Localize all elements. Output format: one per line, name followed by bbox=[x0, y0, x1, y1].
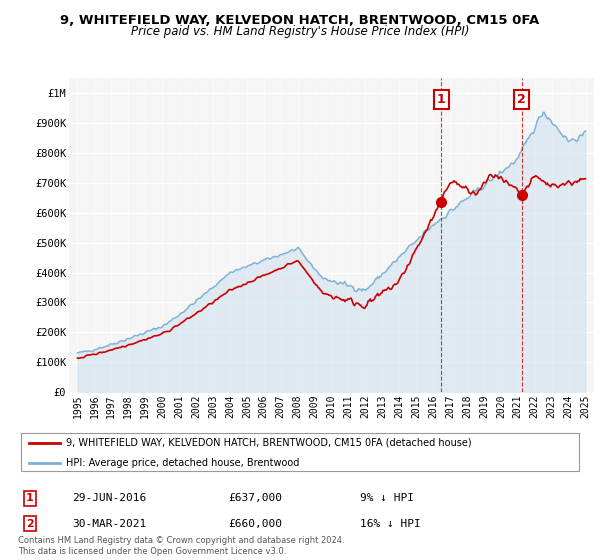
Text: 9, WHITEFIELD WAY, KELVEDON HATCH, BRENTWOOD, CM15 0FA: 9, WHITEFIELD WAY, KELVEDON HATCH, BRENT… bbox=[61, 14, 539, 27]
Text: 2: 2 bbox=[26, 519, 34, 529]
Text: Contains HM Land Registry data © Crown copyright and database right 2024.
This d: Contains HM Land Registry data © Crown c… bbox=[18, 536, 344, 556]
Text: 9% ↓ HPI: 9% ↓ HPI bbox=[360, 493, 414, 503]
Text: 1: 1 bbox=[437, 93, 446, 106]
Text: 1: 1 bbox=[26, 493, 34, 503]
Text: HPI: Average price, detached house, Brentwood: HPI: Average price, detached house, Bren… bbox=[66, 458, 299, 468]
Text: 9, WHITEFIELD WAY, KELVEDON HATCH, BRENTWOOD, CM15 0FA (detached house): 9, WHITEFIELD WAY, KELVEDON HATCH, BRENT… bbox=[66, 438, 472, 448]
Text: 29-JUN-2016: 29-JUN-2016 bbox=[72, 493, 146, 503]
Text: 30-MAR-2021: 30-MAR-2021 bbox=[72, 519, 146, 529]
Text: Price paid vs. HM Land Registry's House Price Index (HPI): Price paid vs. HM Land Registry's House … bbox=[131, 25, 469, 38]
Text: 16% ↓ HPI: 16% ↓ HPI bbox=[360, 519, 421, 529]
Text: 2: 2 bbox=[517, 93, 526, 106]
Text: £660,000: £660,000 bbox=[228, 519, 282, 529]
FancyBboxPatch shape bbox=[21, 433, 579, 471]
Text: £637,000: £637,000 bbox=[228, 493, 282, 503]
